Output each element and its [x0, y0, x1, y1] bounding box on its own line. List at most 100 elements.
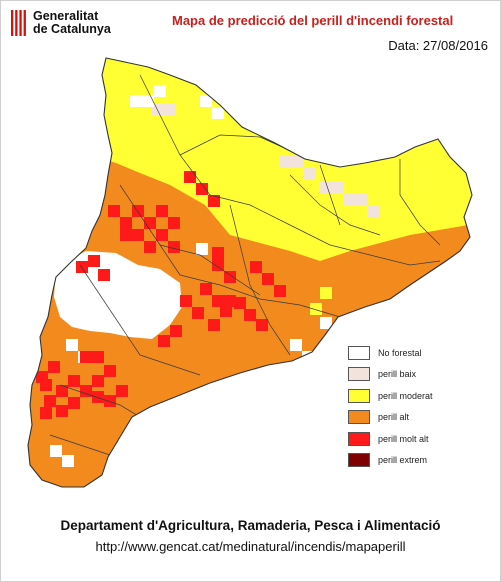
catalonia-fire-risk-map [27, 57, 473, 488]
non-forest-cell [50, 445, 62, 457]
risk-cell-molt-alt [196, 183, 208, 195]
risk-cell-molt-alt [88, 255, 100, 267]
non-forest-cell [212, 107, 224, 119]
non-forest-cell [110, 461, 122, 473]
legend-item: perill moderat [348, 386, 433, 405]
legend-item: perill alt [348, 408, 433, 427]
risk-cell-molt-alt [208, 319, 220, 331]
comarca-boundary [229, 204, 291, 356]
senyera-icon [10, 10, 26, 36]
risk-cell-molt-alt [208, 195, 220, 207]
risk-cell-molt-alt [80, 351, 92, 363]
risk-cell-molt-alt [92, 351, 104, 363]
risk-cell-molt-alt [234, 297, 246, 309]
legend-label: perill molt alt [378, 433, 429, 444]
legend-swatch-perill-moderat [348, 388, 370, 403]
non-forest-cell [200, 95, 212, 107]
risk-cell-molt-alt [108, 205, 120, 217]
legend-label: perill baix [378, 369, 417, 379]
website-url: http://www.gencat.cat/medinatural/incend… [95, 539, 406, 554]
risk-cell-molt-alt [170, 325, 182, 337]
risk-cell-molt-alt [212, 295, 224, 307]
legend-label: perill extrem [378, 455, 428, 465]
risk-cell-molt-alt [104, 365, 116, 377]
risk-cell-molt-alt [212, 259, 224, 271]
risk-cell-molt-alt [104, 395, 116, 407]
comarca-boundary [139, 354, 201, 376]
risk-cell-molt-alt [48, 361, 60, 373]
risk-cell-moderat [215, 205, 227, 217]
risk-cell-molt-alt [180, 295, 192, 307]
comarca-boundary [119, 184, 181, 276]
legend: No forestal perill baix perill moderat p… [348, 343, 433, 472]
non-forest-cell [320, 317, 332, 329]
risk-cell-molt-alt [132, 205, 144, 217]
risk-cell-molt-alt [40, 407, 52, 419]
risk-cell-moderat [225, 183, 237, 195]
risk-cell-molt-alt [184, 171, 196, 183]
risk-cell-molt-alt [92, 375, 104, 387]
comarca-boundary [59, 384, 141, 418]
comarca-boundary [49, 434, 111, 456]
risk-cell-moderat [310, 303, 322, 315]
risk-cell-molt-alt [168, 241, 180, 253]
non-forest-cell [154, 85, 166, 97]
legend-item: perill baix [348, 365, 433, 384]
logo-line-1: Generalitat [33, 9, 99, 23]
non-forest-cell [142, 95, 154, 107]
legend-item: perill molt alt [348, 429, 433, 448]
risk-cell-molt-alt [250, 261, 262, 273]
comarca-boundary [289, 174, 381, 236]
non-forest-cell [130, 95, 142, 107]
risk-cell-baix [368, 205, 380, 217]
risk-cell-molt-alt [56, 405, 68, 417]
risk-cell-baix [356, 193, 368, 205]
legend-label: perill alt [378, 412, 410, 422]
map-title: Mapa de predicció del perill d'incendi f… [172, 13, 454, 28]
department-name: Departament d'Agricultura, Ramaderia, Pe… [60, 518, 441, 533]
legend-swatch-perill-extrem [348, 453, 370, 467]
non-forest-cell [62, 455, 74, 467]
risk-cell-molt-alt [224, 295, 236, 307]
risk-cell-molt-alt [244, 309, 256, 321]
non-forest-cell [196, 243, 208, 255]
legend-item: No forestal [348, 343, 433, 362]
risk-cell-molt-alt [212, 247, 224, 259]
risk-cell-molt-alt [98, 269, 110, 281]
risk-cell-molt-alt [68, 397, 80, 409]
risk-cell-baix [292, 155, 304, 167]
comarca-boundary [209, 194, 441, 266]
non-forest-cell [302, 351, 314, 363]
forecast-date: Data: 27/08/2016 [388, 38, 488, 53]
risk-cell-molt-alt [158, 335, 170, 347]
risk-cell-molt-alt [144, 241, 156, 253]
comarca-boundary [179, 274, 341, 318]
comarca-boundary [79, 264, 141, 356]
risk-cell-moderat [320, 287, 332, 299]
risk-cell-molt-alt [120, 217, 132, 229]
risk-cell-molt-alt [168, 217, 180, 229]
comarca-boundary [159, 244, 261, 296]
risk-cell-molt-alt [192, 307, 204, 319]
comarca-boundary [399, 159, 441, 246]
non-forest-cell [66, 339, 78, 351]
risk-cell-molt-alt [120, 229, 132, 241]
risk-cell-molt-alt [132, 229, 144, 241]
risk-cell-baix [152, 103, 164, 115]
risk-cell-molt-alt [44, 395, 56, 407]
logo-text: Generalitat de Catalunya [33, 10, 111, 36]
generalitat-logo: Generalitat de Catalunya [10, 10, 111, 36]
risk-cell-molt-alt [76, 261, 88, 273]
risk-cell-molt-alt [116, 385, 128, 397]
risk-cell-moderat [225, 167, 237, 179]
risk-cell-molt-alt [68, 375, 80, 387]
legend-item: perill extrem [348, 451, 433, 470]
risk-cell-baix [164, 103, 176, 115]
risk-cell-molt-alt [274, 285, 286, 297]
risk-cell-molt-alt [156, 205, 168, 217]
risk-cell-molt-alt [156, 229, 168, 241]
logo-line-2: de Catalunya [33, 22, 111, 36]
risk-cell-baix [304, 167, 316, 179]
comarca-boundary [139, 74, 211, 196]
risk-cell-molt-alt [36, 371, 48, 383]
